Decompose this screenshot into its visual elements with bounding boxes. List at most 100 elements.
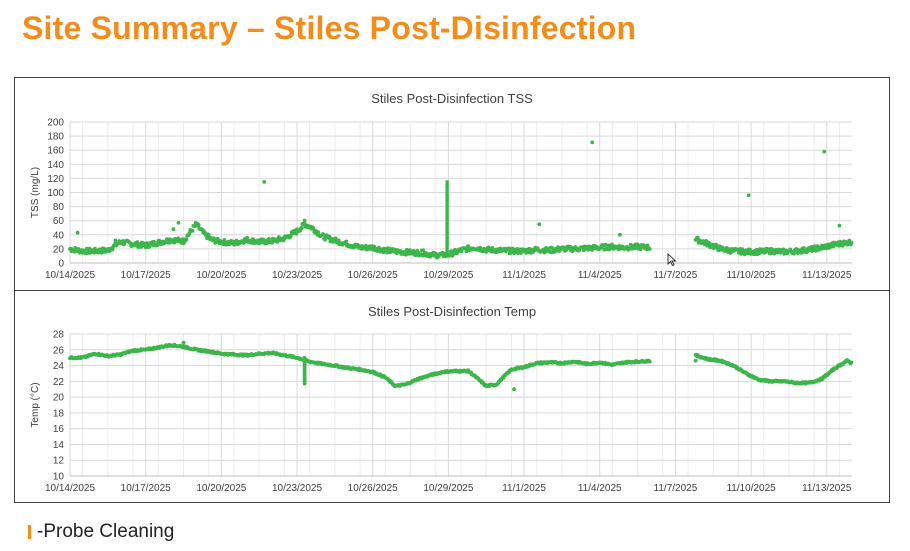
data-point [323, 237, 327, 242]
y-tick-label: 140 [47, 160, 64, 171]
outlier-point [822, 149, 827, 154]
tss-gridlines [69, 121, 852, 264]
y-tick-label: 120 [47, 174, 64, 185]
data-point [792, 251, 796, 256]
x-tick-label: 10/26/2025 [348, 270, 398, 281]
y-tick-label: 160 [47, 146, 64, 157]
spike-point [445, 193, 449, 197]
data-point [717, 248, 721, 253]
y-tick-label: 28 [53, 330, 65, 341]
data-point [147, 244, 152, 249]
slide-title: Site Summary – Stiles Post-Disinfection [22, 10, 637, 46]
x-tick-label: 11/10/2025 [726, 270, 776, 281]
x-tick-label: 10/20/2025 [196, 270, 246, 281]
data-point [196, 223, 201, 228]
spike-point [445, 238, 449, 242]
data-point [519, 251, 523, 255]
data-point [275, 239, 280, 244]
outlier-point [421, 248, 426, 253]
spike-point [445, 190, 449, 195]
x-tick-label: 11/10/2025 [726, 483, 776, 494]
y-tick-label: 20 [53, 393, 65, 404]
y-tick-label: 100 [47, 188, 64, 199]
outlier-point [302, 218, 307, 223]
x-tick-label: 11/7/2025 [654, 483, 698, 494]
outlier-point [181, 340, 186, 345]
probe-cleaning-legend-label: -Probe Cleaning [37, 521, 175, 542]
outlier-point [176, 220, 181, 225]
x-tick-label: 11/1/2025 [502, 270, 546, 281]
probe-cleaning-marker-icon [28, 525, 31, 539]
spike-point [445, 227, 449, 232]
data-point [385, 250, 389, 255]
data-point [748, 247, 752, 252]
outlier-point [693, 358, 698, 363]
data-point [316, 230, 321, 235]
data-point [289, 233, 293, 238]
x-tick-label: 10/29/2025 [423, 483, 473, 494]
data-point [152, 239, 156, 244]
y-axis-label: Temp (°C) [30, 382, 41, 427]
data-point [773, 251, 777, 255]
mouse-cursor-icon [667, 253, 677, 267]
data-point [638, 247, 643, 252]
x-tick-label: 10/23/2025 [272, 270, 322, 281]
x-tick-label: 10/20/2025 [196, 483, 246, 494]
x-tick-label: 10/23/2025 [272, 483, 322, 494]
spike-point [445, 214, 449, 219]
spike-point [445, 196, 449, 200]
y-tick-label: 12 [53, 456, 65, 467]
outlier-point [837, 223, 842, 228]
data-point [299, 225, 304, 230]
data-point [190, 229, 195, 233]
y-tick-label: 60 [53, 216, 65, 227]
spike-point [445, 251, 449, 256]
y-tick-label: 18 [53, 408, 65, 419]
y-tick-label: 26 [53, 345, 65, 356]
y-tick-label: 16 [53, 424, 65, 435]
data-point [742, 252, 747, 257]
temp-chart-plot: 10 12 14 16 18 20 22 24 26 28 10/14/2025 10/17/2025… [30, 330, 854, 494]
y-axis-label: TSS (mg/L) [30, 167, 41, 218]
x-tick-label: 11/1/2025 [502, 483, 546, 494]
spike-point [445, 219, 449, 224]
x-tick-label: 11/4/2025 [578, 270, 622, 281]
data-point [770, 247, 775, 252]
data-point [801, 246, 806, 250]
tss-chart-plot: 0 20 40 60 80 100 120 140 160 180 200 10/14/2025 10/… [30, 118, 854, 281]
outlier-point [618, 232, 622, 237]
data-point [245, 235, 250, 240]
y-tick-label: 200 [47, 118, 64, 129]
data-point [411, 249, 416, 253]
x-tick-label: 11/13/2025 [802, 483, 852, 494]
spike-point [445, 203, 449, 208]
y-tick-label: 22 [53, 377, 65, 388]
outlier-point [75, 230, 80, 235]
spike-point [445, 211, 449, 216]
data-point [184, 237, 189, 242]
temp-chart-panel: Stiles Post-Disinfection Temp 10 12 14 16 18… [14, 290, 890, 503]
x-tick-label: 10/17/2025 [121, 270, 171, 281]
y-tick-label: 40 [53, 230, 65, 241]
spike-point [445, 185, 449, 189]
x-tick-label: 10/14/2025 [45, 483, 95, 494]
spike-point [445, 233, 449, 237]
x-tick-label: 11/4/2025 [578, 483, 622, 494]
y-tick-label: 14 [53, 440, 65, 451]
x-tick-label: 10/17/2025 [121, 483, 171, 494]
tss-data-points [68, 140, 854, 260]
outlier-point [206, 232, 211, 237]
spike-point [445, 230, 449, 234]
x-tick-label: 10/26/2025 [348, 483, 398, 494]
spike-point [445, 235, 449, 240]
data-point [165, 237, 169, 242]
spike-point [302, 355, 307, 360]
outlier-point [171, 227, 176, 232]
spike-point [445, 198, 449, 203]
data-point [344, 239, 349, 244]
spike-point [445, 188, 449, 192]
x-tick-label: 10/14/2025 [45, 270, 95, 281]
temp-gridlines [69, 333, 852, 477]
spike-point [445, 246, 449, 250]
outlier-point [590, 140, 595, 145]
